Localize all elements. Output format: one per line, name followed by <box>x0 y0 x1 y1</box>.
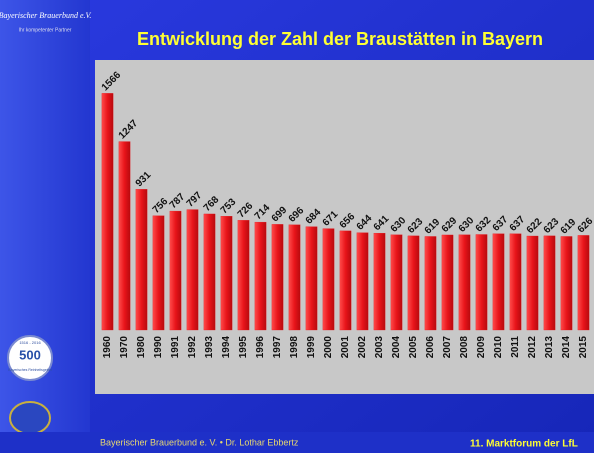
logo-title: Bayerischer Brauerbund e.V. <box>0 11 92 20</box>
bar <box>237 220 250 331</box>
chart-title: Entwicklung der Zahl der Braustätten in … <box>137 29 543 49</box>
x-tick-label: 2006 <box>425 336 436 359</box>
bar <box>356 232 369 331</box>
bar <box>373 232 386 331</box>
logo-subtitle: Ihr kompetenter Partner <box>19 27 72 33</box>
x-tick-label: 1990 <box>153 336 164 359</box>
badge-number: 500 <box>19 347 41 362</box>
bar <box>526 235 539 331</box>
bar <box>577 235 590 331</box>
bar <box>475 234 488 331</box>
x-tick-label: 1991 <box>170 336 181 359</box>
x-tick-label: 2004 <box>391 336 402 359</box>
x-tick-label: 2008 <box>459 336 470 359</box>
x-tick-label: 2010 <box>493 336 504 359</box>
x-tick-label: 1980 <box>136 336 147 359</box>
x-tick-label: 2000 <box>323 336 334 359</box>
bar <box>560 236 573 331</box>
bar <box>186 209 199 331</box>
bar <box>407 235 420 331</box>
footer <box>0 432 594 453</box>
x-tick-label: 2012 <box>527 336 538 359</box>
x-tick-label: 2009 <box>476 336 487 359</box>
emblem <box>9 401 51 435</box>
x-tick-label: 1995 <box>238 336 249 359</box>
bar <box>152 215 165 331</box>
bar <box>288 224 301 331</box>
x-tick-label: 1999 <box>306 336 317 359</box>
sidebar <box>0 0 90 453</box>
x-tick-label: 2014 <box>561 336 572 359</box>
x-tick-label: 1998 <box>289 336 300 359</box>
x-tick-label: 1996 <box>255 336 266 359</box>
bar <box>254 221 267 331</box>
bar <box>390 234 403 331</box>
x-tick-label: 1960 <box>102 336 113 359</box>
x-tick-label: 2002 <box>357 336 368 359</box>
bar <box>339 230 352 331</box>
bar <box>492 233 505 331</box>
bar <box>220 216 233 331</box>
bar <box>101 93 114 331</box>
bar <box>271 224 284 331</box>
x-tick-label: 2003 <box>374 336 385 359</box>
x-tick-label: 1997 <box>272 336 283 359</box>
bar <box>203 213 216 331</box>
footer-left: Bayerischer Brauerbund e. V. • Dr. Lotha… <box>100 437 299 447</box>
badge <box>7 335 53 381</box>
x-tick-label: 1992 <box>187 336 198 359</box>
bar <box>305 226 318 331</box>
x-tick-label: 2011 <box>510 336 521 358</box>
badge-text: Bayerisches Reinheitsgebot <box>8 368 51 372</box>
badge-years: 1516 - 2016 <box>19 340 41 345</box>
x-tick-label: 1994 <box>221 336 232 359</box>
x-tick-label: 1970 <box>119 336 130 359</box>
bar <box>135 189 148 331</box>
bar <box>322 228 335 331</box>
x-tick-label: 2015 <box>578 336 589 359</box>
bar <box>441 234 454 331</box>
bar <box>118 141 131 331</box>
bar <box>543 235 556 331</box>
bar <box>509 233 522 331</box>
x-tick-label: 1993 <box>204 336 215 359</box>
x-tick-label: 2007 <box>442 336 453 359</box>
bar <box>424 236 437 331</box>
x-tick-label: 2005 <box>408 336 419 359</box>
x-tick-label: 2013 <box>544 336 555 359</box>
footer-right: 11. Marktforum der LfL <box>470 439 578 450</box>
bar <box>458 234 471 331</box>
x-tick-label: 2001 <box>340 336 351 359</box>
bar <box>169 210 182 331</box>
